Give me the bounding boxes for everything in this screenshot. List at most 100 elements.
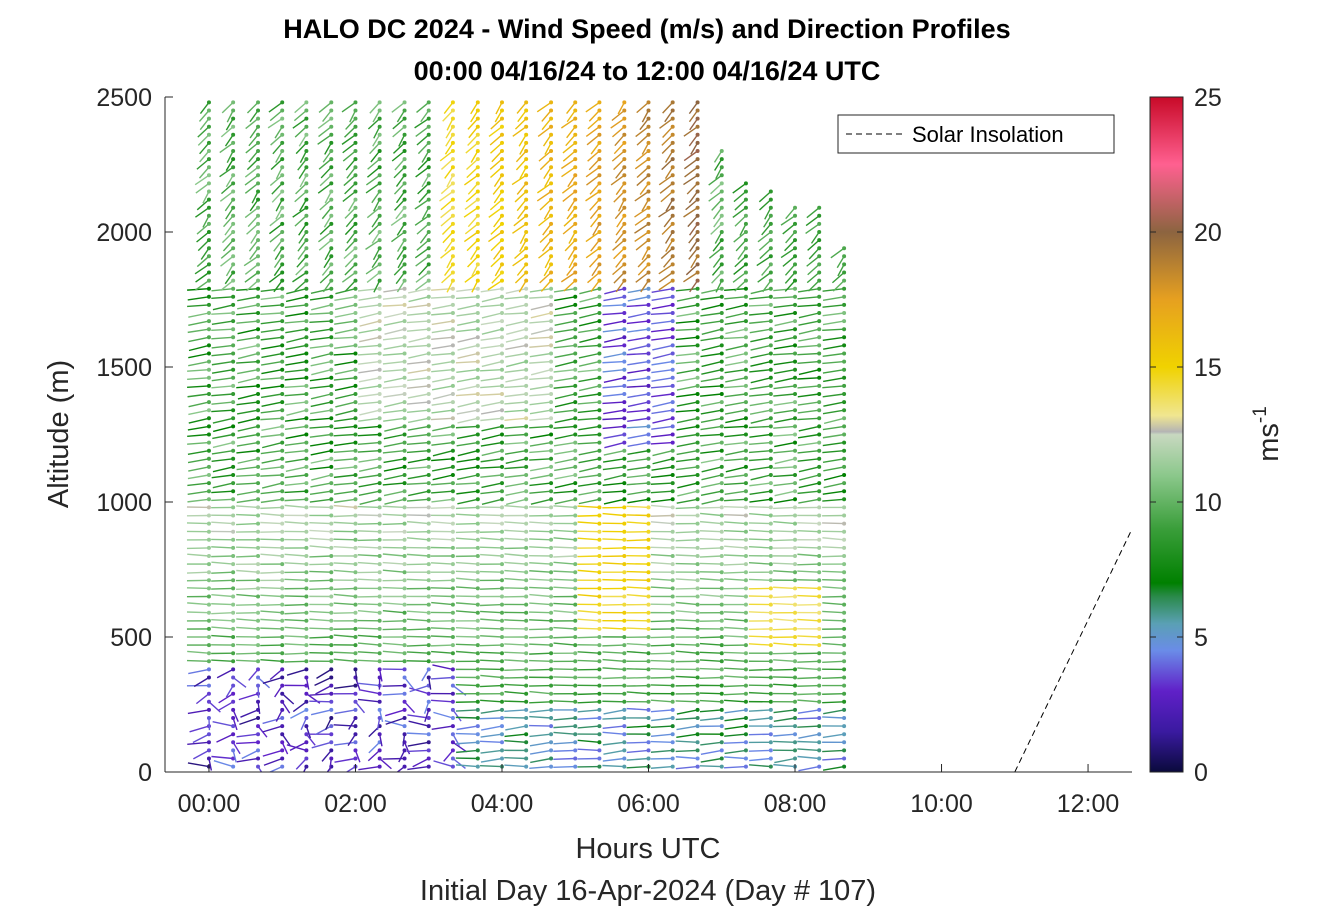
wind-barb [456,466,478,471]
wind-barb [725,377,747,383]
wind-barb [281,742,289,755]
wind-barb [641,199,650,212]
wind-barb-base [842,740,847,745]
wind-barb-base [280,529,285,534]
wind-barb-base [499,197,504,202]
wind-barb-base [231,594,236,599]
wind-barb [409,687,429,695]
wind-barb [635,150,649,162]
wind-barb-base [353,489,358,494]
wind-barb [651,296,673,302]
wind-barb-base [768,578,773,583]
wind-barb [577,401,600,405]
wind-barb [822,610,845,614]
wind-barb-base [793,562,798,567]
wind-barb [245,118,259,130]
wind-barb-base [304,505,309,510]
wind-barb-base [793,667,798,672]
wind-barb [577,717,600,720]
wind-barb-base [231,173,236,178]
wind-barb [737,247,747,260]
wind-barb [316,668,332,679]
wind-barb-base [842,351,847,356]
wind-barb-base [524,108,529,113]
wind-barb [749,312,771,316]
wind-barb [382,642,405,646]
wind-barb-base [377,554,382,558]
wind-barb-base [353,740,358,745]
wind-barb-base [817,246,822,251]
wind-barb [432,377,454,383]
wind-barb-base [743,213,748,218]
wind-barb-base [719,659,724,664]
wind-barb-base [353,562,358,567]
wind-barb-base [670,521,675,526]
wind-barb [211,393,234,397]
wind-barb [700,393,722,397]
wind-barb [455,732,478,735]
wind-barb-base [743,707,748,712]
wind-barb-base [304,748,309,753]
wind-barb [529,709,552,713]
wind-barb-base [793,505,798,510]
wind-barb [797,618,820,622]
wind-barb [529,690,552,695]
wind-barb [773,288,796,292]
wind-barb-base [402,140,407,145]
wind-barb [614,134,625,147]
wind-barb-base [597,635,602,639]
wind-barb-base [646,254,651,259]
wind-barb-base [549,408,554,413]
wind-barb-base [524,213,529,218]
wind-barb-base [793,400,798,405]
wind-barb [406,441,429,446]
wind-barb-base [499,100,504,105]
wind-barb-base [450,562,455,567]
wind-barb [284,619,307,622]
wind-barb-base [231,440,236,445]
wind-barb-base [719,359,724,364]
wind-barb [713,150,723,163]
wind-barb [187,498,210,503]
wind-barb [529,628,552,631]
wind-barb-base [206,626,211,631]
wind-barb [602,644,625,647]
wind-barb [432,425,454,432]
wind-barb-base [450,383,455,388]
wind-barb-base [719,254,724,259]
wind-barb-base [573,213,578,218]
wind-barb-base [304,675,309,680]
wind-barb-base [524,221,529,226]
wind-barb-base [549,740,554,745]
wind-barb [358,385,380,390]
wind-barb [514,118,527,130]
wind-barb [554,433,576,440]
wind-barb-base [768,270,773,275]
wind-barb [431,344,454,350]
wind-barb-base [719,529,724,534]
wind-barb-base [377,626,382,631]
wind-barb-base [353,149,358,153]
wind-barb-base [597,764,602,769]
wind-barb-base [743,764,748,769]
wind-barb-base [524,189,529,194]
wind-barb [333,658,356,662]
wind-barb [553,636,576,639]
wind-barb [466,158,479,170]
wind-barb-base [817,578,822,583]
wind-barb-base [280,521,285,526]
wind-barb [257,701,261,714]
wind-barb [700,458,722,464]
wind-barb [676,709,698,715]
wind-barb-base [206,408,211,413]
wind-barb [431,490,453,494]
wind-barb [553,731,576,735]
wind-barb-base [695,513,700,518]
wind-barb [251,191,259,204]
wind-barb [202,215,210,228]
wind-barb-base [377,756,382,761]
wind-barb [530,304,552,311]
wind-barb [334,490,356,495]
wind-barb [663,215,674,228]
wind-barb [211,369,234,374]
